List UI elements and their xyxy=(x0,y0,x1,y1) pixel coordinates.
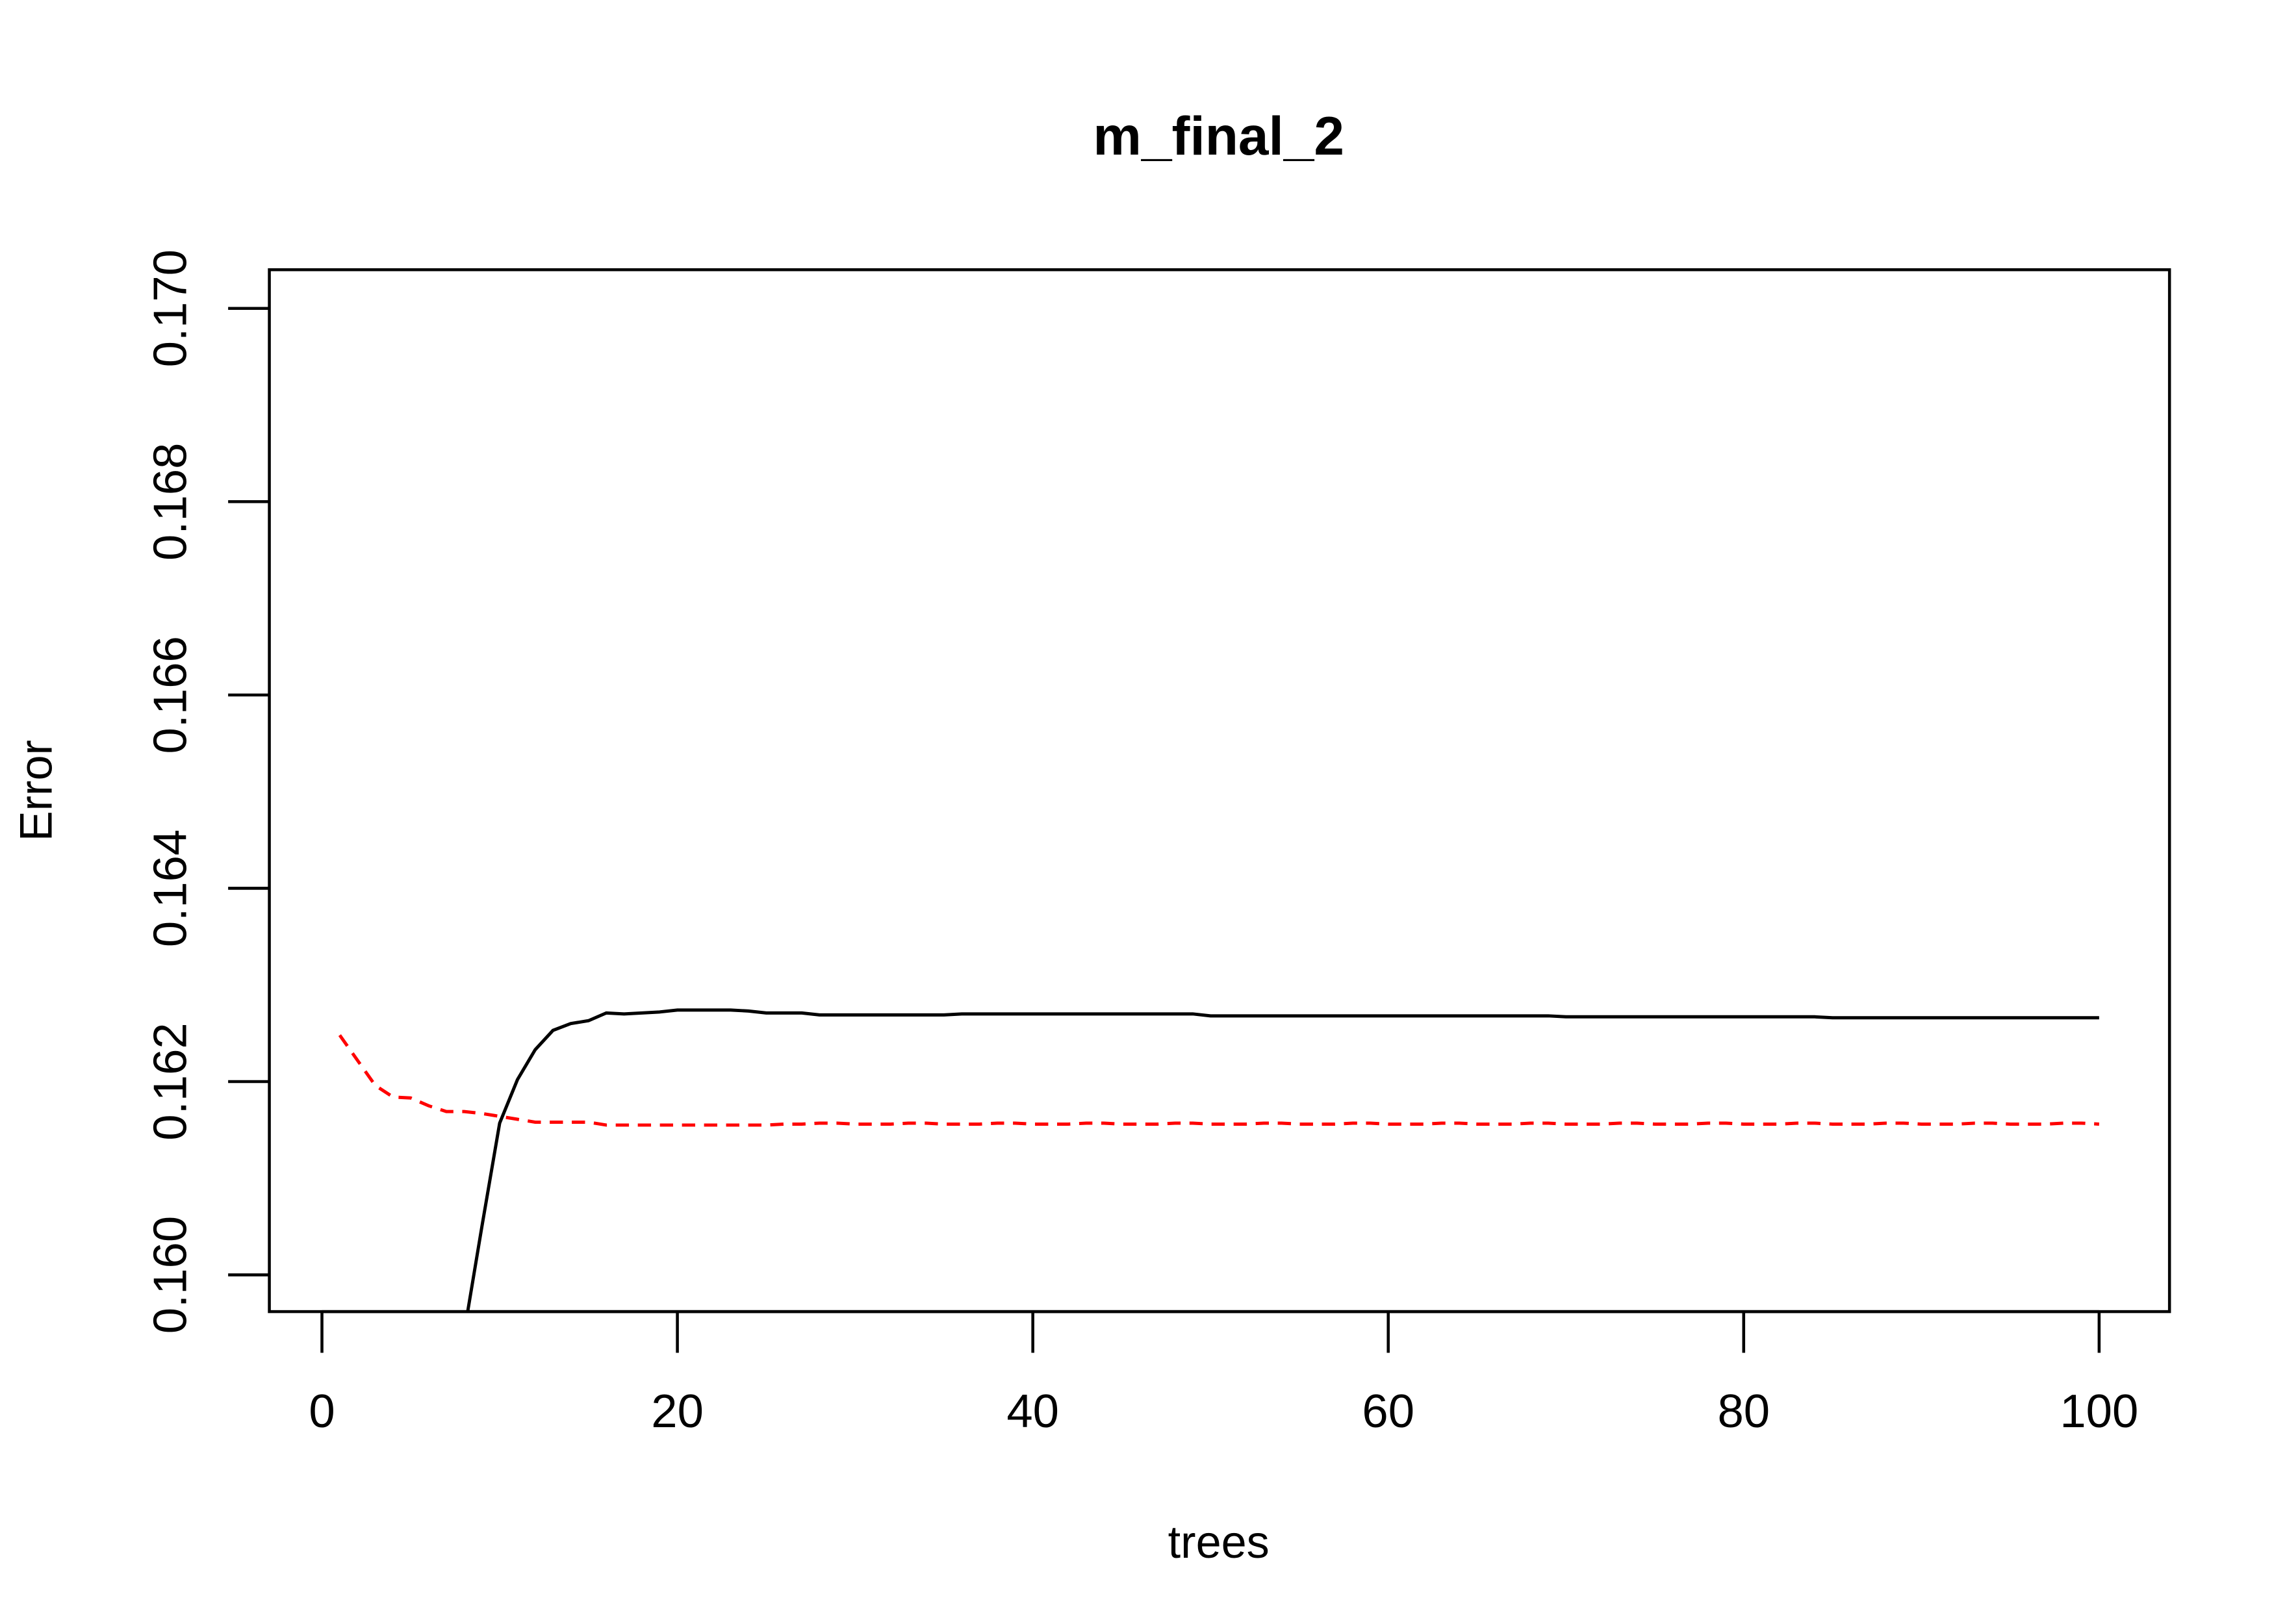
y-axis-title: Error xyxy=(10,740,62,841)
y-tick-label: 0.164 xyxy=(144,830,196,947)
x-tick-label: 60 xyxy=(1362,1385,1414,1438)
data-line xyxy=(338,1034,2099,1127)
x-tick-label: 0 xyxy=(309,1385,335,1438)
y-tick-label: 0.160 xyxy=(144,1216,196,1334)
x-tick-label: 20 xyxy=(651,1385,704,1438)
chart-title: m_final_2 xyxy=(1093,105,1344,166)
y-tick-label: 0.170 xyxy=(144,249,196,367)
y-tick-label: 0.166 xyxy=(144,636,196,754)
y-tick-label: 0.168 xyxy=(144,443,196,561)
x-tick-label: 40 xyxy=(1006,1385,1059,1438)
y-tick-label: 0.162 xyxy=(144,1022,196,1140)
x-axis-title: trees xyxy=(1168,1516,1270,1567)
plot-area xyxy=(338,1008,2099,1312)
x-tick-label: 80 xyxy=(1717,1385,1770,1438)
data-line xyxy=(466,1008,2099,1312)
x-tick-label: 100 xyxy=(2060,1385,2138,1438)
